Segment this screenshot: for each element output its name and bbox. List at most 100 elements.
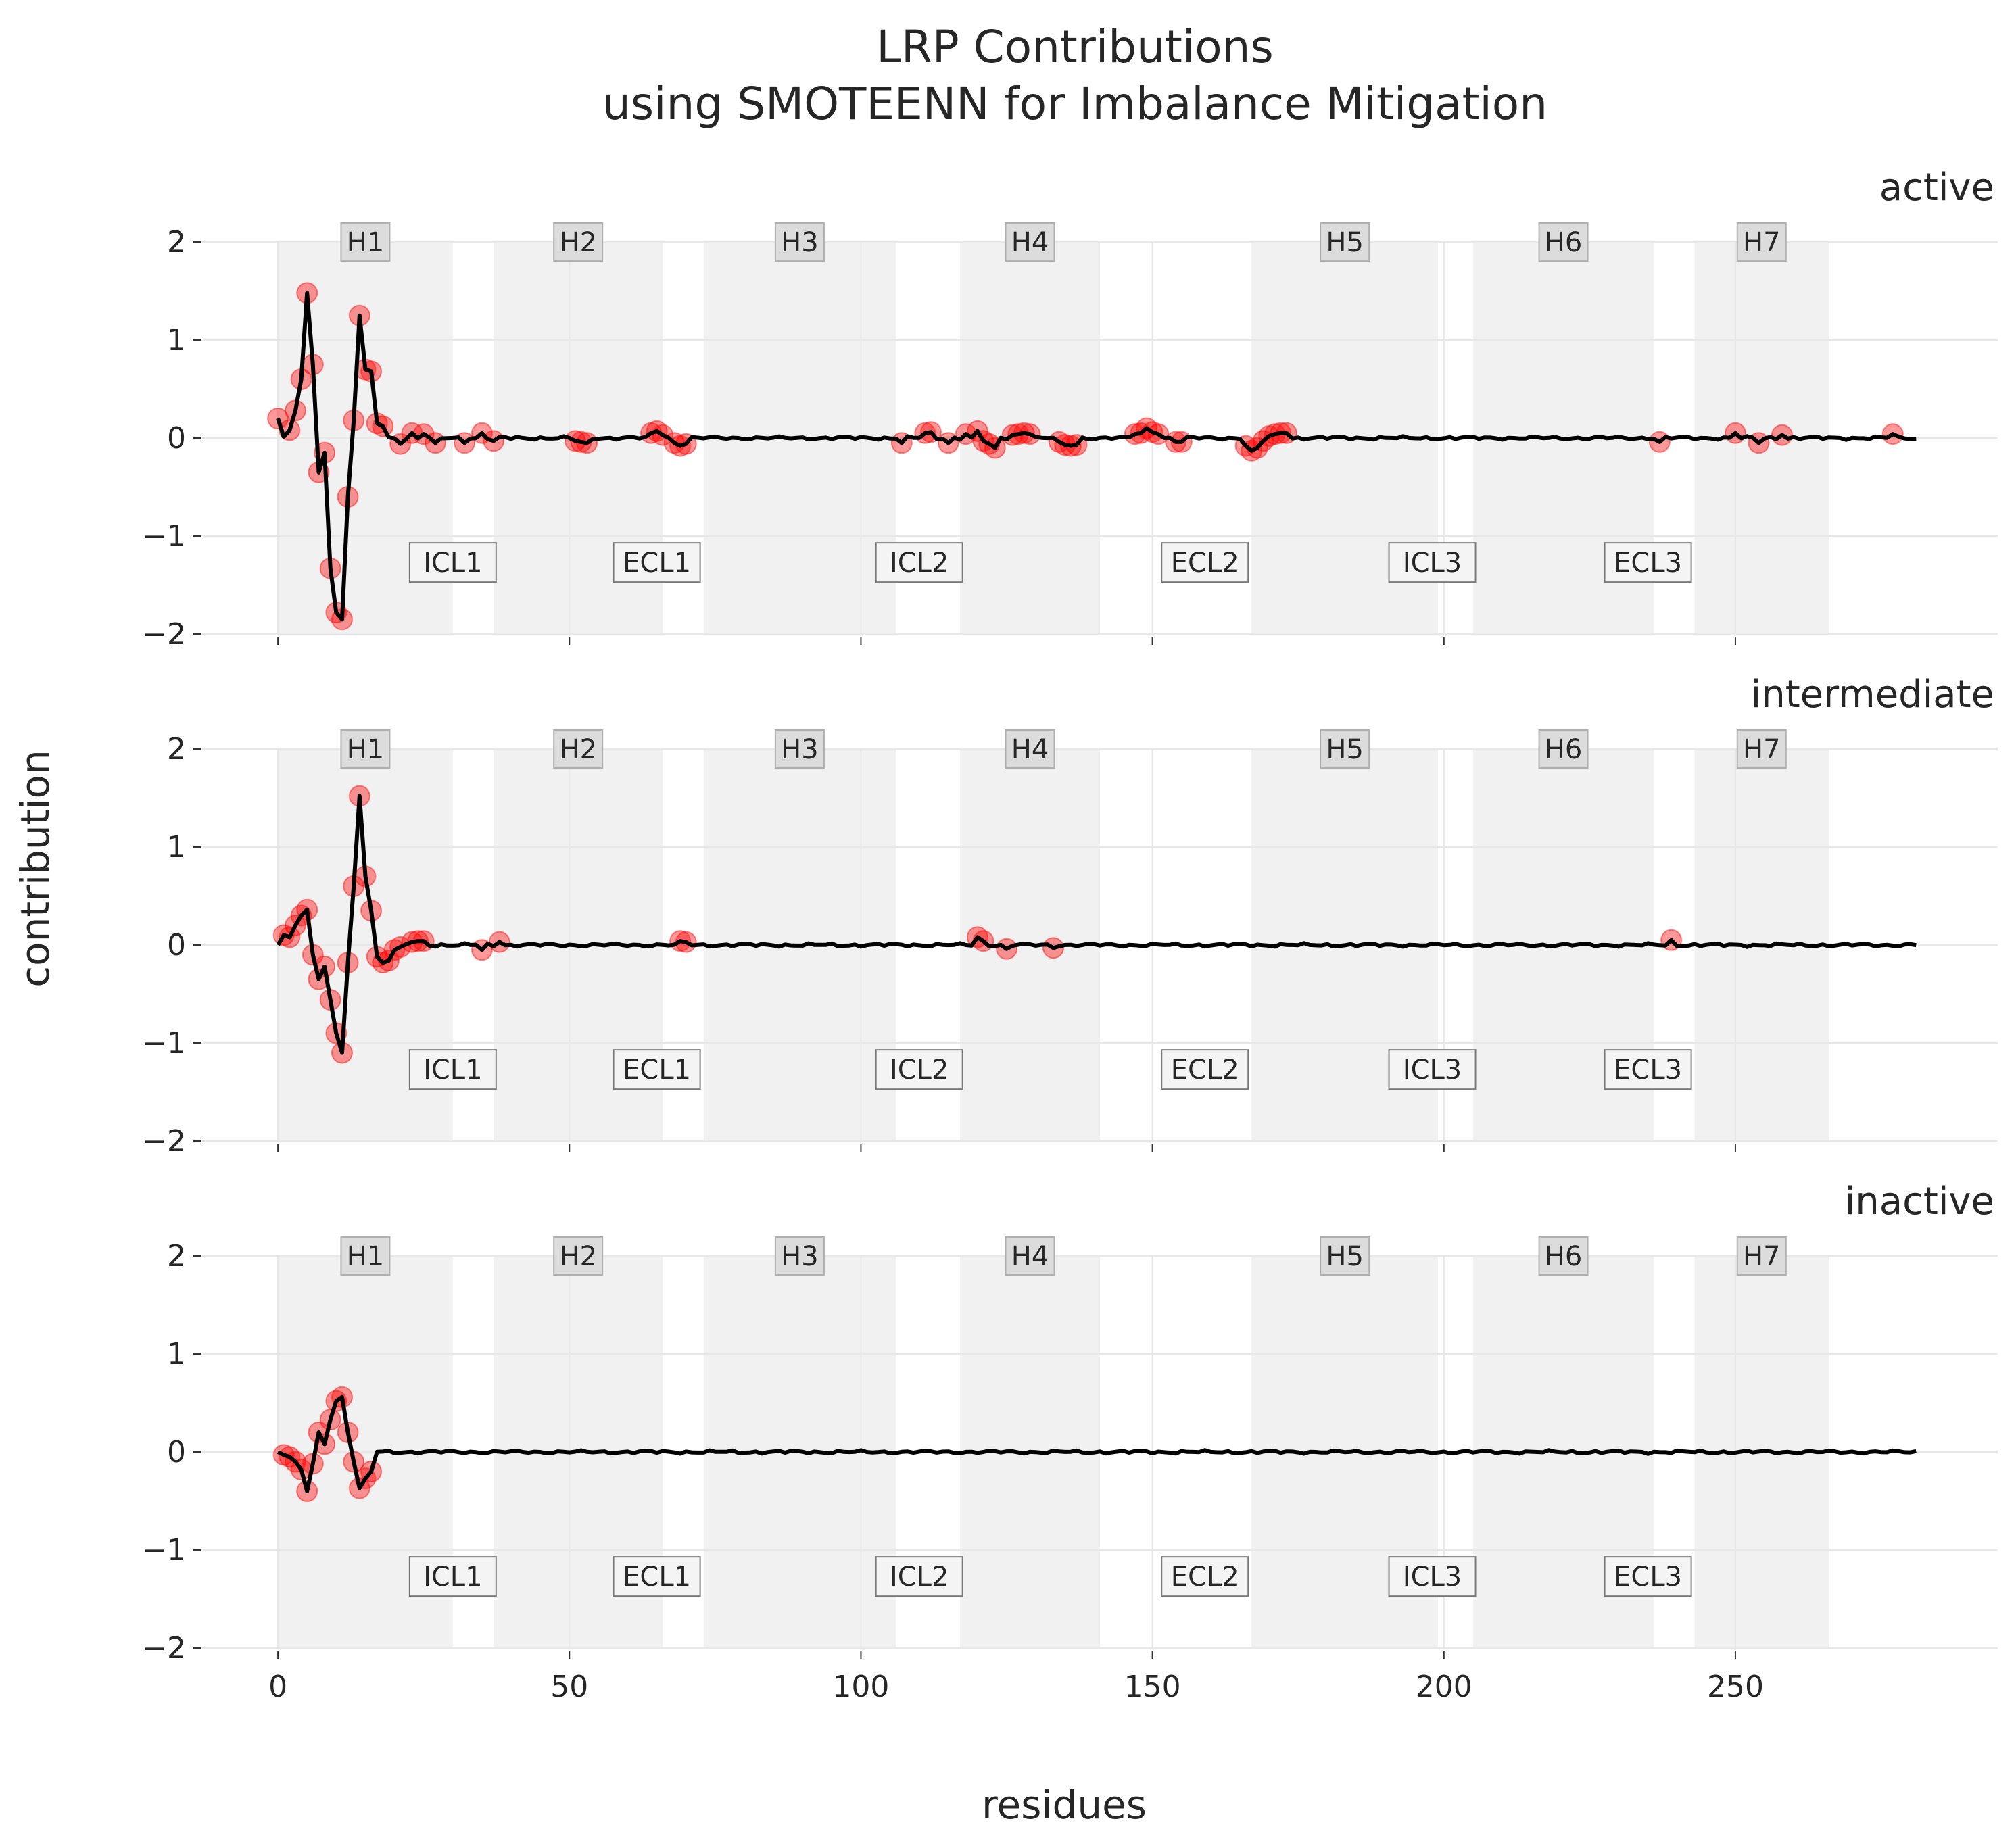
y-tick-label: 0	[167, 421, 186, 456]
loop-label-icl3: ICL3	[1403, 1054, 1462, 1086]
y-tick-label: 1	[167, 830, 186, 865]
panel-title-active: active	[1879, 166, 1994, 210]
helix-label-box-h2	[553, 729, 604, 769]
loop-label-box-icl1	[408, 1049, 497, 1090]
helix-label-h5: H5	[1326, 734, 1364, 765]
loop-label-icl1: ICL1	[423, 1561, 482, 1593]
helix-label-h4: H4	[1011, 1241, 1049, 1272]
loop-label-box-icl2	[875, 1049, 963, 1090]
loop-label-ecl2: ECL2	[1171, 1054, 1239, 1086]
helix-label-h3: H3	[781, 734, 819, 765]
helix-label-box-h7	[1736, 1236, 1787, 1276]
helix-label-box-h7	[1736, 729, 1787, 769]
panel-title-inactive: inactive	[1845, 1180, 1994, 1223]
helix-label-h3: H3	[781, 227, 819, 258]
x-tick-label: 250	[1707, 1670, 1764, 1704]
helix-label-box-h1	[340, 222, 391, 262]
y-tick-label: 2	[167, 1239, 186, 1273]
helix-label-box-h3	[774, 222, 825, 262]
helix-label-box-h5	[1320, 729, 1370, 769]
helix-label-h7: H7	[1743, 1241, 1781, 1272]
helix-label-h5: H5	[1326, 227, 1364, 258]
helix-label-h1: H1	[347, 1241, 385, 1272]
loop-label-icl1: ICL1	[423, 1054, 482, 1086]
panel-active: active 2 1 0 −1 −2 H1 H2 H3 H4 H5 H6 H7 ICL1 ECL1 ICL2 E…	[142, 166, 1998, 652]
y-tick-label: −2	[142, 617, 186, 652]
helix-label-h7: H7	[1743, 734, 1781, 765]
helix-label-h6: H6	[1545, 1241, 1583, 1272]
contribution-line-intermediate	[276, 794, 1917, 1055]
panels-group: active 2 1 0 −1 −2 H1 H2 H3 H4 H5 H6 H7 ICL1 ECL1 ICL2 E…	[142, 166, 1998, 1704]
helix-label-h4: H4	[1011, 227, 1049, 258]
loop-label-box-ecl3	[1604, 542, 1692, 583]
y-tick-label: 2	[167, 225, 186, 260]
chart-title-line-2: using SMOTEENN for Imbalance Mitigation	[602, 78, 1547, 130]
loop-label-box-ecl2	[1161, 1556, 1249, 1597]
panel-title-intermediate: intermediate	[1751, 673, 1994, 717]
chart-title-line-1: LRP Contributions	[876, 21, 1274, 73]
x-tick-label: 100	[832, 1670, 889, 1704]
helix-label-box-h3	[774, 729, 825, 769]
loop-label-box-icl3	[1388, 1556, 1477, 1597]
y-tick-label: −1	[142, 1533, 186, 1568]
loop-label-box-icl1	[408, 542, 497, 583]
y-axis-label: contribution	[12, 750, 58, 988]
y-tick-label: −2	[142, 1631, 186, 1666]
panel-intermediate: intermediate 2 1 0 −1 −2 H1 H2 H3 H4 H5 H6 H7 ICL1 ECL…	[142, 673, 1998, 1159]
helix-label-box-h4	[1005, 222, 1055, 262]
loop-label-box-ecl1	[613, 1556, 701, 1597]
helix-label-box-h6	[1538, 729, 1589, 769]
y-tick-label: 0	[167, 1435, 186, 1470]
helix-label-h1: H1	[347, 734, 385, 765]
helix-label-box-h2	[553, 222, 604, 262]
y-tick-label: −1	[142, 1026, 186, 1061]
contribution-line-inactive	[277, 1394, 1917, 1493]
y-tick-label: −2	[142, 1124, 186, 1159]
loop-label-icl3: ICL3	[1403, 548, 1462, 579]
loop-label-ecl3: ECL3	[1614, 1054, 1682, 1086]
loop-label-ecl2: ECL2	[1171, 1561, 1239, 1593]
y-tick-label: 0	[167, 928, 186, 963]
x-tick-label: 50	[550, 1670, 588, 1704]
y-tick-label: −1	[142, 519, 186, 554]
loop-label-ecl1: ECL1	[623, 1054, 691, 1086]
loop-label-icl3: ICL3	[1403, 1561, 1462, 1593]
helix-label-box-h4	[1005, 1236, 1055, 1276]
loop-label-icl2: ICL2	[890, 548, 949, 579]
helix-label-h2: H2	[559, 734, 597, 765]
helix-label-box-h1	[340, 1236, 391, 1276]
helix-label-h1: H1	[347, 227, 385, 258]
helix-label-h6: H6	[1545, 227, 1583, 258]
loop-label-ecl3: ECL3	[1614, 548, 1682, 579]
loop-label-box-ecl1	[613, 542, 701, 583]
loop-label-icl2: ICL2	[890, 1054, 949, 1086]
loop-label-ecl1: ECL1	[623, 1561, 691, 1593]
helix-label-box-h3	[774, 1236, 825, 1276]
helix-label-h6: H6	[1545, 734, 1583, 765]
loop-label-ecl1: ECL1	[623, 548, 691, 579]
x-tick-label: 150	[1124, 1670, 1181, 1704]
loop-label-box-ecl2	[1161, 1049, 1249, 1090]
loop-label-box-ecl3	[1604, 1049, 1692, 1090]
helix-label-box-h5	[1320, 1236, 1370, 1276]
y-tick-label: 2	[167, 732, 186, 767]
loop-label-box-icl3	[1388, 542, 1477, 583]
x-axis-label: residues	[982, 1782, 1147, 1828]
helix-label-box-h5	[1320, 222, 1370, 262]
loop-label-box-icl2	[875, 542, 963, 583]
panel-inactive: inactive 2 1 0 −1 −2 H1 H2 H3 H4 H5 H6 H7 ICL1 ECL1 ICL…	[142, 1180, 1998, 1704]
helix-label-h2: H2	[559, 1241, 597, 1272]
x-tick-label: 0	[268, 1670, 287, 1704]
helix-label-box-h2	[553, 1236, 604, 1276]
x-tick-label: 200	[1416, 1670, 1472, 1704]
loop-label-icl1: ICL1	[423, 548, 482, 579]
y-tick-label: 1	[167, 1337, 186, 1372]
helix-label-h2: H2	[559, 227, 597, 258]
helix-label-h3: H3	[781, 1241, 819, 1272]
loop-label-box-ecl1	[613, 1049, 701, 1090]
helix-label-h4: H4	[1011, 734, 1049, 765]
helix-label-box-h6	[1538, 1236, 1589, 1276]
loop-label-ecl3: ECL3	[1614, 1561, 1682, 1593]
helix-label-box-h1	[340, 729, 391, 769]
